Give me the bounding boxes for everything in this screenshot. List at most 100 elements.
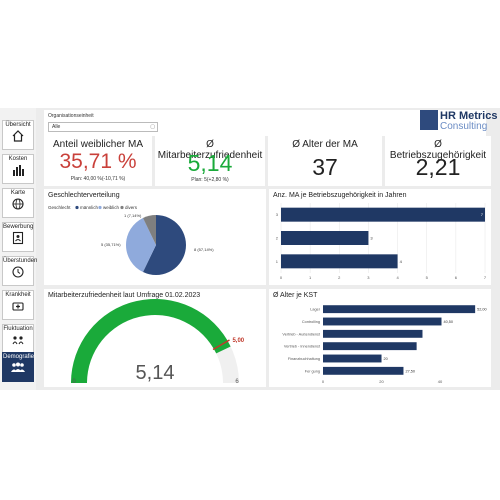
x-tick-label: 20 — [379, 379, 384, 384]
globe-icon — [12, 198, 24, 210]
filter-value: Alle — [52, 124, 61, 130]
legend-dot-divers — [120, 205, 124, 210]
sidebar-item-label: Überstunden — [3, 258, 38, 264]
kpi-plan: Plan: 5(+2,80 %) — [191, 177, 229, 183]
x-tick-label: 4 — [396, 275, 399, 280]
y-category-label: Fer gung — [305, 369, 320, 373]
bar-value-label: 27,50 — [405, 369, 415, 373]
people-icon — [11, 362, 25, 372]
tenure-chart-panel: Anz. MA je Betriebszugehörigkeit in Jahr… — [269, 189, 491, 285]
y-category-label: 3 — [276, 212, 279, 217]
satisfaction-gauge: 5,00 5,14 0 6 — [71, 298, 245, 385]
bar-tenure-1[interactable] — [281, 254, 398, 269]
sidebar-item-karte[interactable]: Karte — [2, 188, 34, 218]
bar-age-2[interactable] — [323, 329, 423, 338]
dashboard: Übersicht Kosten Karte Bewerbung Überstu… — [0, 108, 500, 390]
kpi-title: Ø Betriebszugehörigkeit — [389, 139, 487, 161]
y-category-label: 2 — [276, 236, 279, 241]
sidebar-item-label: Übersicht — [5, 122, 31, 128]
sidebar-item-label: Demografie — [3, 354, 35, 360]
kpi-title: Ø Mitarbeiterzufriedenheit — [157, 139, 263, 161]
hr-metrics-logo: HR Metrics Consulting — [420, 110, 497, 132]
sidebar-item-label: Kosten — [8, 156, 28, 162]
slice-label-maennlich: 8 (57,14%) — [194, 247, 214, 252]
bar-age-3[interactable] — [323, 342, 417, 351]
gauge-min-label: 0 — [72, 379, 76, 385]
legend-divers: divers — [125, 205, 138, 210]
fluctuation-icon — [12, 336, 24, 345]
kpi-value: 5,14 — [187, 150, 233, 176]
sidebar-item-kosten[interactable]: Kosten — [2, 154, 34, 184]
y-category-label: Lager — [310, 308, 320, 312]
sidebar-item-ueberstunden[interactable]: Überstunden — [2, 256, 38, 286]
medical-icon — [12, 302, 24, 311]
sidebar-item-bewerbung[interactable]: Bewerbung — [2, 222, 34, 252]
x-tick-label: 0 — [280, 275, 283, 280]
bar-age-4[interactable] — [323, 354, 382, 363]
kpi-female-share: Anteil weiblicher MA 35,71 % Plan: 40,00… — [44, 136, 152, 186]
x-tick-label: 5 — [426, 275, 429, 280]
kpi-title: Ø Alter der MA — [292, 139, 358, 150]
sidebar-item-label: Bewerbung — [3, 224, 34, 230]
kpi-title: Anteil weiblicher MA — [52, 139, 144, 150]
y-category-label: Controlling — [302, 320, 320, 324]
gauge-max-label: 6 — [235, 379, 239, 385]
pie-slice-weiblich[interactable] — [126, 217, 156, 273]
y-category-label: Finanzbuchhaltung — [288, 357, 320, 361]
x-tick-label: 7 — [484, 275, 487, 280]
x-tick-label: 2 — [338, 275, 341, 280]
sidebar-item-demografie[interactable]: Demografie — [2, 352, 34, 382]
pie-slice-divers[interactable] — [142, 215, 156, 245]
kpi-tenure: Ø Betriebszugehörigkeit 2,21 — [385, 136, 491, 186]
bar-value-label: 4 — [400, 259, 403, 264]
sidebar-item-label: Fluktuation — [3, 326, 33, 332]
legend-dot-maennlich — [75, 205, 79, 210]
age-chart-panel: Ø Alter je KST Lager 52,00 Controlling 40,5… — [269, 289, 491, 387]
sidebar-item-fluktuation[interactable]: Fluktuation — [2, 324, 34, 354]
bar-value-label: 3 — [370, 236, 373, 241]
sidebar-item-label: Karte — [10, 190, 26, 196]
home-icon — [12, 130, 24, 142]
y-category-label: Vertrieb - Außendienst — [282, 332, 321, 336]
chart-title: Geschlechterverteilung — [48, 192, 120, 199]
chart-title: Ø Alter je KST — [273, 292, 318, 299]
legend-title: Geschlecht — [48, 205, 71, 210]
logo-mark-icon — [420, 110, 438, 130]
legend-weiblich: weiblich — [103, 205, 120, 210]
sidebar-item-uebersicht[interactable]: Übersicht — [2, 120, 34, 150]
x-tick-label: 0 — [322, 379, 325, 384]
chart-title: Mitarbeiterzufriedenheit laut Umfrage 01… — [48, 292, 201, 299]
bar-chart-icon — [13, 165, 24, 176]
kpi-value: 37 — [312, 154, 338, 180]
pie-slice-maennlich[interactable] — [142, 215, 186, 275]
clock-icon — [12, 266, 24, 278]
bar-value-label: 40,50 — [444, 320, 454, 324]
gauge-chart-panel: Mitarbeiterzufriedenheit laut Umfrage 01… — [44, 289, 266, 387]
kpi-value: 35,71 % — [59, 150, 137, 173]
organisationseinheit-select[interactable]: Alle ▢ — [48, 122, 158, 132]
sidebar-nav: Übersicht Kosten Karte Bewerbung Überstu… — [0, 108, 38, 390]
document-person-icon — [12, 231, 24, 245]
gender-pie-chart: Geschlecht männlich weiblich divers 8 (5… — [48, 205, 214, 275]
x-tick-label: 6 — [455, 275, 458, 280]
logo-text-top: HR Metrics — [440, 110, 498, 122]
bar-age-1[interactable] — [323, 317, 442, 326]
chart-title: Anz. MA je Betriebszugehörigkeit in Jahr… — [273, 192, 407, 199]
sidebar-item-krankheit[interactable]: Krankheit — [2, 290, 34, 320]
gauge-value: 5,14 — [136, 362, 175, 384]
gauge-target-label: 5,00 — [232, 338, 244, 344]
kpi-satisfaction: Ø Mitarbeiterzufriedenheit 5,14 Plan: 5(… — [155, 136, 265, 186]
bar-value-label: 20 — [384, 357, 388, 361]
bar-value-label: 7 — [481, 212, 484, 217]
bar-tenure-2[interactable] — [281, 231, 369, 245]
x-tick-label: 40 — [438, 379, 443, 384]
chevron-down-icon: ▢ — [150, 124, 155, 130]
bar-age-5[interactable] — [323, 366, 404, 375]
bar-age-0[interactable] — [323, 305, 476, 314]
x-tick-label: 3 — [367, 275, 370, 280]
bar-tenure-3[interactable] — [281, 207, 485, 222]
gauge-target-marker — [212, 339, 230, 351]
logo-text-bottom: Consulting — [440, 121, 488, 132]
kpi-plan: Plan: 40,00 %(-10,71 %) — [70, 176, 126, 182]
gauge-fill — [71, 298, 231, 383]
